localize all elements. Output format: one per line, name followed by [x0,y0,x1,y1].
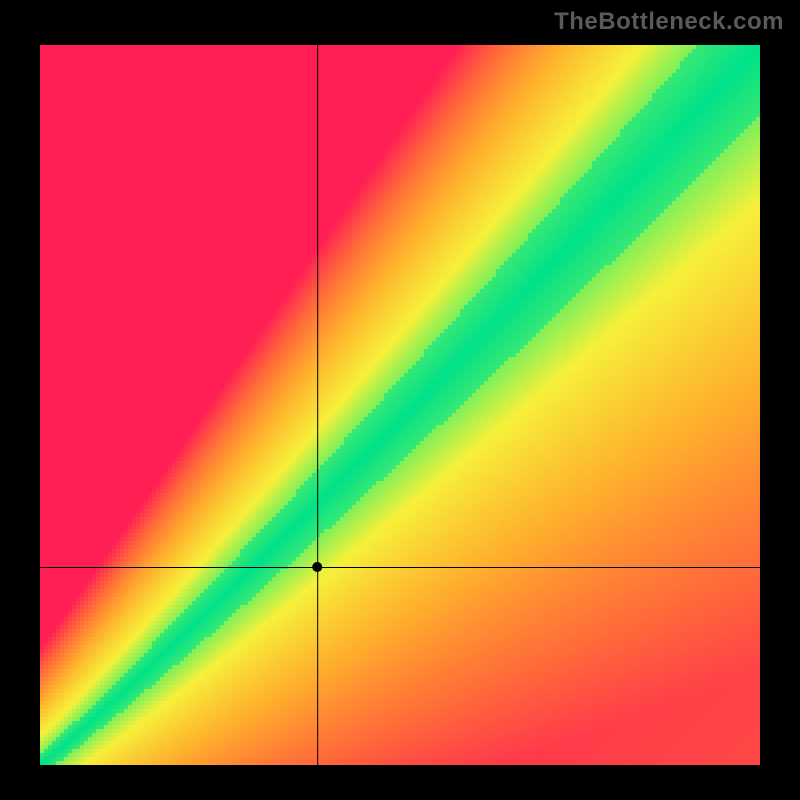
chart-container: TheBottleneck.com [0,0,800,800]
heatmap-canvas [40,45,760,765]
watermark-text: TheBottleneck.com [554,8,784,36]
plot-area [40,45,760,765]
